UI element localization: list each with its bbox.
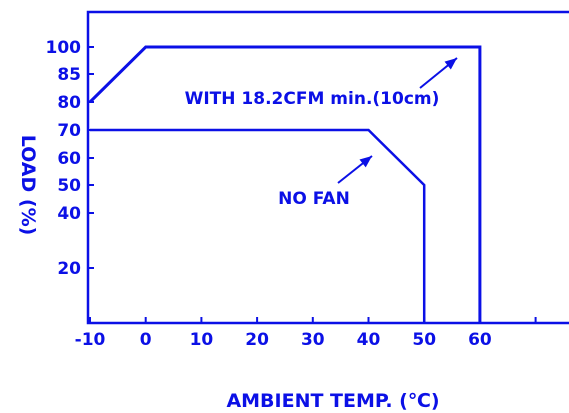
x-tick-label: 10 — [190, 330, 214, 350]
y-tick-label: 50 — [57, 176, 81, 196]
annotations: WITH 18.2CFM min.(10cm) NO FAN — [185, 57, 458, 209]
x-axis-ticks: -10 0 10 20 30 40 50 60 — [75, 317, 537, 350]
series-line — [90, 128, 426, 323]
y-tick-label: 20 — [57, 259, 81, 279]
y-axis-ticks: 20 40 50 60 70 80 85 100 — [46, 38, 94, 279]
x-tick-label: 30 — [301, 330, 325, 350]
y-tick-label: 85 — [57, 65, 81, 85]
annotation-arrowhead — [444, 58, 457, 70]
x-tick-label: 0 — [140, 330, 152, 350]
x-tick-label: 20 — [245, 330, 269, 350]
annotation-label: NO FAN — [278, 189, 350, 209]
y-axis-label: LOAD (%) — [17, 135, 39, 236]
y-tick-label: 40 — [57, 204, 81, 224]
x-tick-label: -10 — [75, 330, 106, 350]
x-tick-label: 40 — [357, 330, 381, 350]
series-lines — [88, 45, 482, 323]
y-tick-label: 80 — [57, 93, 81, 113]
annotation-label: WITH 18.2CFM min.(10cm) — [185, 89, 440, 109]
x-tick-label: 50 — [412, 330, 436, 350]
x-tick-label: 60 — [468, 330, 492, 350]
y-tick-label: 60 — [57, 149, 81, 169]
x-axis-label: AMBIENT TEMP. (℃) — [226, 390, 439, 412]
annotation-arrowhead — [359, 156, 372, 168]
y-tick-label: 100 — [46, 38, 82, 58]
plot-frame — [86, 10, 569, 325]
series-line — [88, 45, 482, 323]
y-tick-label: 70 — [57, 121, 81, 141]
plot-border — [86, 10, 569, 325]
